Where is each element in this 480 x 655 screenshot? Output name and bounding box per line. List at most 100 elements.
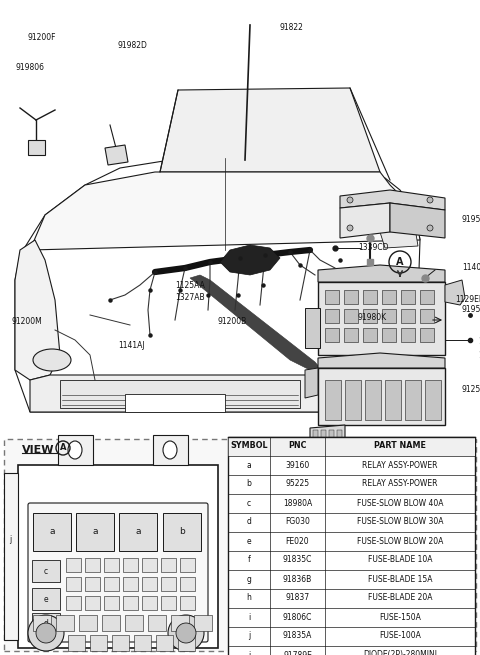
Text: FUSE-100A: FUSE-100A: [379, 631, 421, 641]
Bar: [104, 596, 119, 610]
Polygon shape: [30, 172, 420, 250]
Polygon shape: [390, 203, 445, 238]
Bar: [161, 558, 176, 572]
Bar: [4, 473, 18, 640]
Bar: [142, 577, 157, 591]
Polygon shape: [190, 275, 320, 370]
Bar: [66, 596, 81, 610]
Text: 91200M: 91200M: [12, 318, 43, 326]
Bar: [420, 309, 434, 323]
Bar: [382, 290, 396, 304]
Text: j: j: [248, 631, 250, 641]
Text: 1327AE: 1327AE: [478, 350, 480, 360]
Text: 1125AA: 1125AA: [175, 280, 205, 290]
Bar: [180, 577, 195, 591]
Text: FUSE-BLADE 10A: FUSE-BLADE 10A: [368, 555, 432, 565]
Text: FUSE-150A: FUSE-150A: [379, 612, 421, 622]
Text: 91837: 91837: [286, 593, 310, 603]
Bar: [344, 290, 358, 304]
Bar: [365, 380, 381, 420]
Bar: [228, 437, 475, 655]
Circle shape: [176, 623, 196, 643]
Bar: [325, 290, 339, 304]
Bar: [161, 596, 176, 610]
Polygon shape: [380, 228, 418, 248]
Bar: [32, 613, 60, 635]
Text: 18980A: 18980A: [283, 498, 312, 508]
Bar: [325, 328, 339, 342]
Bar: [329, 430, 334, 454]
Text: 91982D: 91982D: [118, 41, 148, 50]
Bar: [382, 309, 396, 323]
Text: e: e: [44, 595, 48, 603]
Polygon shape: [310, 425, 345, 458]
Circle shape: [347, 225, 353, 231]
Text: SYMBOL: SYMBOL: [230, 441, 268, 451]
Bar: [123, 577, 138, 591]
Polygon shape: [318, 353, 445, 368]
Bar: [420, 328, 434, 342]
Bar: [363, 309, 377, 323]
Circle shape: [347, 197, 353, 203]
Bar: [125, 394, 225, 412]
Bar: [305, 308, 320, 348]
Bar: [401, 309, 415, 323]
Text: 91200B: 91200B: [218, 318, 247, 326]
Text: PNC: PNC: [288, 441, 307, 451]
Bar: [382, 328, 396, 342]
Text: 91200F: 91200F: [28, 33, 57, 43]
Text: FUSE-BLADE 20A: FUSE-BLADE 20A: [368, 593, 432, 603]
Text: 1129ED: 1129ED: [455, 295, 480, 305]
Bar: [194, 615, 212, 631]
Bar: [4, 439, 476, 651]
Circle shape: [427, 197, 433, 203]
Bar: [104, 558, 119, 572]
Text: d: d: [247, 517, 252, 527]
Bar: [123, 596, 138, 610]
Text: PART NAME: PART NAME: [374, 441, 426, 451]
Bar: [163, 513, 201, 551]
Bar: [104, 577, 119, 591]
Text: 91950D: 91950D: [462, 305, 480, 314]
Bar: [325, 380, 341, 420]
Text: b: b: [247, 479, 252, 489]
Bar: [178, 635, 195, 651]
Polygon shape: [318, 265, 445, 282]
Circle shape: [427, 225, 433, 231]
Bar: [363, 328, 377, 342]
FancyBboxPatch shape: [28, 503, 208, 642]
Ellipse shape: [68, 441, 82, 459]
Circle shape: [28, 615, 64, 651]
Polygon shape: [160, 88, 380, 172]
Bar: [33, 513, 71, 551]
Text: a: a: [92, 527, 98, 536]
Bar: [68, 635, 85, 651]
Bar: [337, 430, 342, 454]
Bar: [56, 615, 74, 631]
Text: A: A: [396, 257, 404, 267]
Text: RELAY ASSY-POWER: RELAY ASSY-POWER: [362, 479, 438, 489]
Polygon shape: [105, 145, 128, 165]
Bar: [18, 465, 218, 648]
Bar: [85, 558, 100, 572]
Bar: [401, 328, 415, 342]
Text: 95225: 95225: [286, 479, 310, 489]
Bar: [228, 437, 475, 456]
Text: 91250B: 91250B: [462, 386, 480, 394]
Text: 91980K: 91980K: [358, 314, 387, 322]
Text: A: A: [60, 443, 66, 453]
Polygon shape: [340, 203, 390, 238]
Bar: [142, 596, 157, 610]
Bar: [180, 596, 195, 610]
Bar: [148, 615, 166, 631]
Bar: [112, 635, 129, 651]
Bar: [85, 577, 100, 591]
Text: 39160: 39160: [286, 460, 310, 470]
Polygon shape: [15, 240, 60, 380]
Ellipse shape: [163, 441, 177, 459]
Text: 1327AC: 1327AC: [478, 337, 480, 346]
Bar: [123, 558, 138, 572]
Bar: [142, 558, 157, 572]
Polygon shape: [340, 190, 445, 210]
Bar: [153, 435, 188, 465]
